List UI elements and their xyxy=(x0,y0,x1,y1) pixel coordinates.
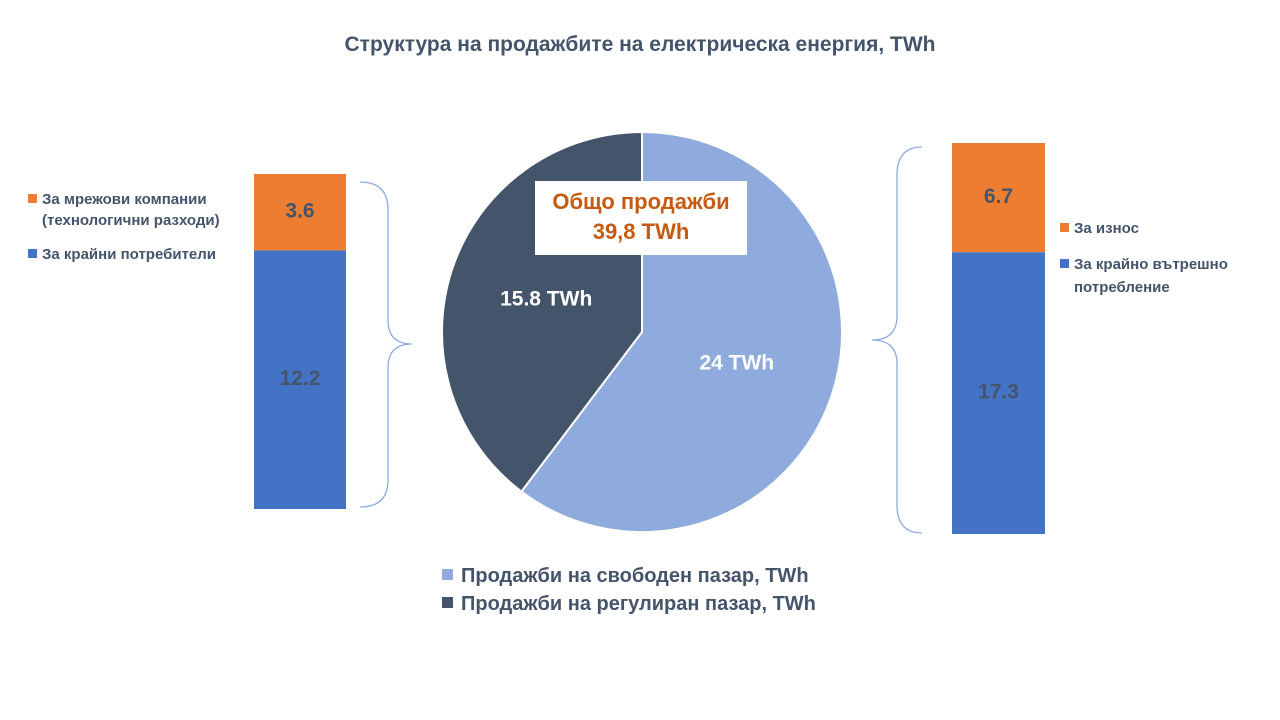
total-sales-value: 39,8 TWh xyxy=(592,219,690,244)
bar-segment-label-1: 3.6 xyxy=(285,200,314,223)
right-stacked-bar: 17.3 6.7 xyxy=(952,143,1045,534)
legend-swatch-blue xyxy=(28,249,37,258)
legend-swatch-blue xyxy=(1060,259,1069,268)
legend-swatch-orange xyxy=(28,194,37,203)
legend-swatch-light-blue xyxy=(442,569,453,580)
bar-segment-0 xyxy=(952,252,1045,534)
total-sales-box: Общо продажби 39,8 TWh xyxy=(535,181,747,255)
bar-segment-label-1: 6.7 xyxy=(984,185,1013,208)
legend-item-network: За мрежови компании xyxy=(28,189,220,210)
left-brace xyxy=(359,181,413,508)
legend-label: За износ xyxy=(1074,220,1139,237)
legend-item-network-line2: (технологични разходи) xyxy=(42,212,220,229)
right-brace xyxy=(871,146,923,534)
legend-swatch-orange xyxy=(1060,223,1069,232)
bar-segment-1 xyxy=(952,143,1045,253)
legend-label: Продажби на свободен пазар, TWh xyxy=(461,565,809,587)
left-stacked-bar: 12.2 3.6 xyxy=(254,174,346,510)
pie-legend-item-regulated-market: Продажби на регулиран пазар, TWh xyxy=(442,590,816,618)
legend-item-export: За износ xyxy=(1060,218,1228,239)
pie-slice-label-0: 24 TWh xyxy=(699,351,774,374)
left-legend: За мрежови компании (технологични разход… xyxy=(28,189,220,265)
legend-label: За крайни потребители xyxy=(42,246,217,263)
legend-item-domestic: За крайно вътрешно xyxy=(1060,254,1228,275)
pie-slice-label-1: 15.8 TWh xyxy=(500,288,592,311)
bar-segment-label-0: 12.2 xyxy=(280,367,321,390)
pie-slice-0 xyxy=(519,130,843,533)
chart-title: Структура на продажбите на електрическа … xyxy=(344,33,936,56)
right-legend: За износ За крайно вътрешно потребление xyxy=(1060,218,1228,298)
pie-legend-item-free-market: Продажби на свободен пазар, TWh xyxy=(442,562,816,590)
total-sales-label: Общо продажби xyxy=(552,189,730,214)
legend-swatch-dark-slate xyxy=(442,597,453,608)
legend-label: За мрежови компании xyxy=(42,191,207,208)
pie-legend: Продажби на свободен пазар, TWh Продажби… xyxy=(442,562,816,618)
bar-segment-label-0: 17.3 xyxy=(978,381,1019,404)
legend-label: За крайно вътрешно xyxy=(1074,256,1228,273)
legend-item-end-consumers: За крайни потребители xyxy=(28,244,220,265)
bar-segment-1 xyxy=(254,174,346,251)
legend-item-domestic-line2: потребление xyxy=(1074,279,1170,296)
bar-segment-0 xyxy=(254,250,346,510)
legend-label: Продажби на регулиран пазар, TWh xyxy=(461,593,816,615)
